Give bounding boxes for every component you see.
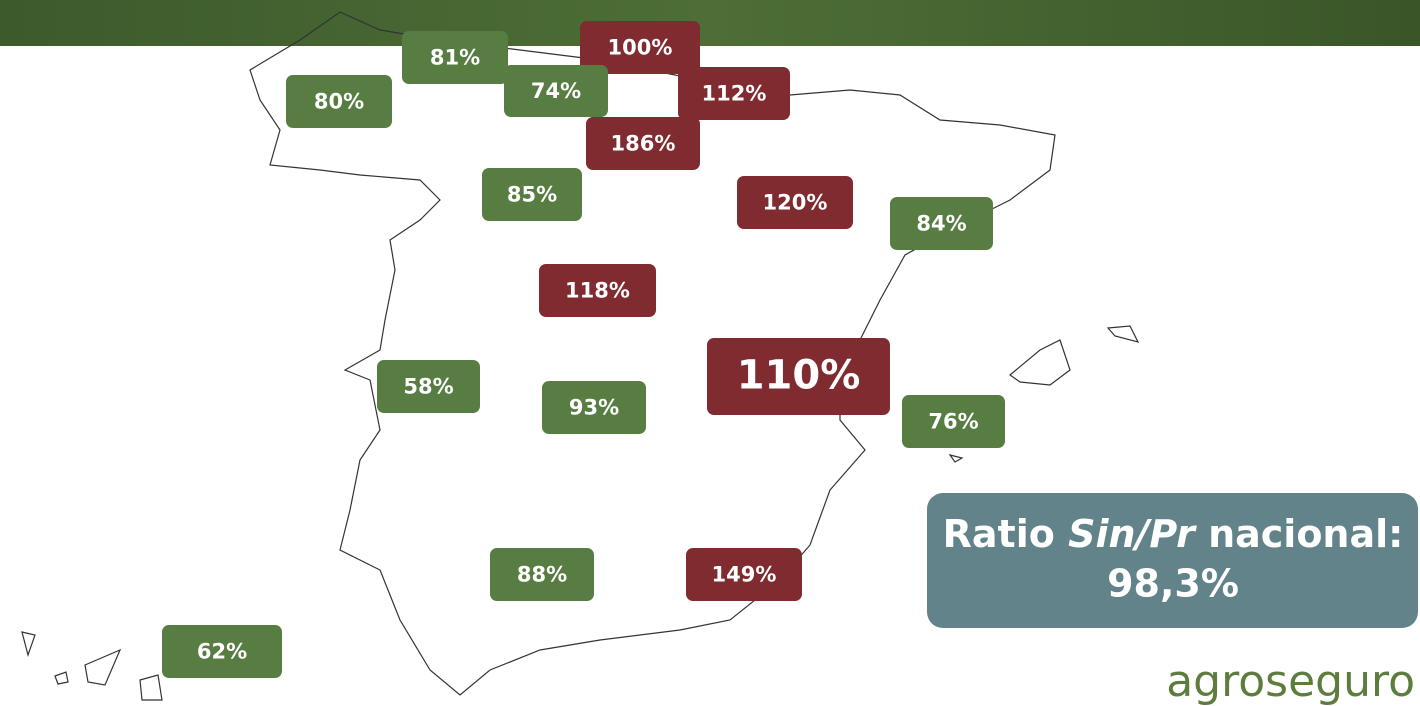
region-value: 80% [314, 90, 364, 114]
region-value: 93% [569, 396, 619, 420]
region-value: 118% [565, 279, 630, 303]
logo: agroseguro [1166, 656, 1415, 706]
region-value: 100% [608, 36, 673, 60]
region-value: 58% [403, 375, 453, 399]
region-value: 85% [507, 183, 557, 207]
region-value: 112% [702, 82, 767, 106]
summary-value: 98,3% [1107, 562, 1239, 606]
region-value: 88% [517, 563, 567, 587]
summary-title: Ratio Sin/Pr nacional: [943, 512, 1404, 556]
region-labels: 81% 100% 80% 74% 112% 186% 85% 120% 84% 118% 110% 5… [162, 21, 1005, 678]
region-value: 149% [712, 563, 777, 587]
region-value: 76% [928, 410, 978, 434]
page: 81% 100% 80% 74% 112% 186% 85% 120% 84% 118% 110% 5… [0, 0, 1420, 706]
summary-italic: Sin/Pr [1068, 512, 1197, 556]
summary-suffix: nacional: [1195, 512, 1404, 556]
region-value: 81% [430, 46, 480, 70]
map: 81% 100% 80% 74% 112% 186% 85% 120% 84% 118% 110% 5… [0, 0, 1420, 706]
region-value: 74% [531, 79, 581, 103]
header-band [0, 0, 1420, 46]
region-value: 120% [763, 191, 828, 215]
region-value: 62% [197, 640, 247, 664]
region-value: 186% [611, 132, 676, 156]
region-value: 84% [916, 212, 966, 236]
region-value: 110% [737, 353, 861, 399]
summary-prefix: Ratio [943, 512, 1068, 556]
